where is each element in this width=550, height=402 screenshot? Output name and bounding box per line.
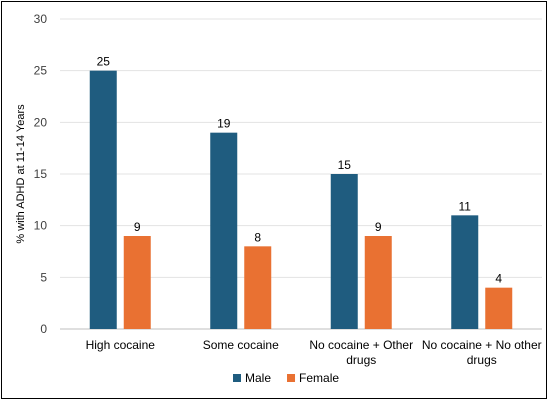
y-tick-label: 30 — [34, 12, 48, 26]
category-label: High cocaine — [86, 338, 156, 352]
data-label: 8 — [254, 230, 261, 244]
bar-male — [210, 132, 238, 329]
data-label: 25 — [97, 55, 111, 69]
y-axis-label: % with ADHD at 11-14 Years — [15, 104, 27, 244]
y-tick-label: 10 — [34, 219, 48, 233]
legend-label-female: Female — [299, 371, 339, 385]
data-label: 15 — [338, 158, 352, 172]
legend-label-male: Male — [245, 371, 271, 385]
category-label: drugs — [467, 353, 497, 367]
data-label: 4 — [495, 272, 502, 286]
y-tick-label: 25 — [34, 64, 48, 78]
legend-swatch-female — [287, 374, 296, 382]
y-tick-label: 5 — [40, 270, 47, 284]
bar-female — [485, 287, 513, 329]
y-tick-label: 20 — [34, 115, 48, 129]
bar-chart: 0 5 10 15 20 25 30 % with ADHD at 11-14 Years 25… — [15, 12, 542, 385]
category-label: No cocaine + Other — [309, 338, 413, 352]
bar-male — [330, 174, 358, 329]
legend-swatch-male — [233, 374, 241, 382]
bar-male — [89, 70, 117, 330]
y-tick-label: 0 — [40, 322, 47, 336]
data-label: 9 — [134, 220, 141, 234]
category-label: drugs — [346, 353, 376, 367]
bar-male — [451, 215, 479, 329]
bar-female — [364, 236, 392, 329]
y-tick-label: 15 — [34, 167, 48, 181]
data-label: 9 — [375, 220, 382, 234]
category-label: Some cocaine — [203, 338, 279, 352]
category-label: No cocaine + No other — [422, 338, 542, 352]
bar-female — [244, 246, 272, 329]
data-label: 19 — [217, 117, 231, 131]
bar-female — [123, 236, 151, 329]
data-label: 11 — [459, 199, 472, 213]
